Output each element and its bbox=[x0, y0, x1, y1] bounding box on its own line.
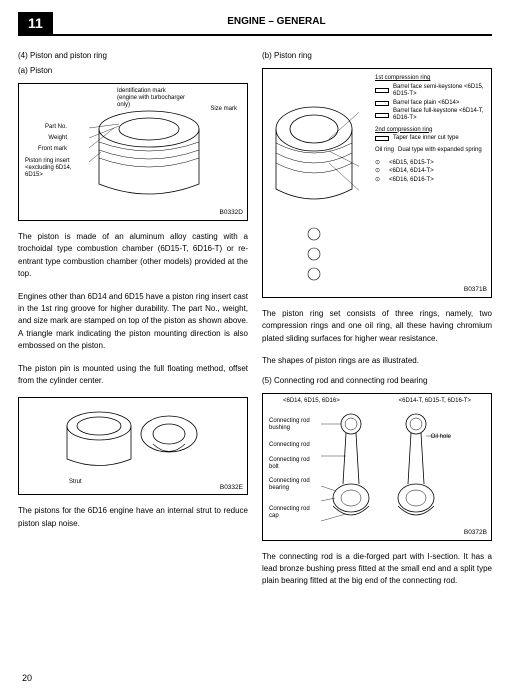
figure-code: B0371B bbox=[464, 286, 487, 294]
ring-label: Dual type with expanded spring bbox=[398, 147, 482, 154]
heading-4: (4) Piston and piston ring bbox=[18, 51, 248, 60]
left-column: (4) Piston and piston ring (a) Piston Id… bbox=[18, 48, 248, 593]
label-partno: Part No. bbox=[25, 124, 67, 131]
ring-icon bbox=[375, 101, 389, 106]
page-number: 20 bbox=[22, 673, 32, 683]
ring-header-2: 2nd compression ring bbox=[375, 127, 485, 134]
figure-code: B0332D bbox=[220, 209, 244, 217]
label-strut: Strut bbox=[69, 479, 82, 486]
figure-piston: Identification mark (engine with turboch… bbox=[18, 83, 248, 221]
heading-5: (5) Connecting rod and connecting rod be… bbox=[262, 376, 492, 385]
ring-row: Barrel face semi-keystone <6D15, 6D15-T> bbox=[375, 84, 485, 98]
label-weight: Weight bbox=[25, 135, 67, 142]
label-bearing: Connecting rod bearing bbox=[269, 478, 319, 492]
ring-label: Barrel face full-keystone <6D14-T, 6D16-… bbox=[393, 108, 485, 122]
chapter-number: 11 bbox=[18, 12, 53, 34]
label-rod: Connecting rod bbox=[269, 442, 319, 449]
para-r1: The piston ring set consists of three ri… bbox=[262, 308, 492, 345]
oil-ring-label: Oil ring bbox=[375, 147, 394, 154]
para-r2: The shapes of piston rings are as illust… bbox=[262, 355, 492, 367]
content-columns: (4) Piston and piston ring (a) Piston Id… bbox=[18, 48, 492, 593]
figure-connecting-rod: <6D14, 6D15, 6D16> <6D14-T, 6D15-T, 6D16… bbox=[262, 393, 492, 541]
label-bushing: Connecting rod bushing bbox=[269, 418, 319, 432]
group-b-label: <6D14-T, 6D15-T, 6D16-T> bbox=[399, 398, 471, 405]
strut-illustration bbox=[59, 404, 209, 484]
heading-b: (b) Piston ring bbox=[262, 51, 492, 60]
ring-label: Barrel face plain <6D14> bbox=[393, 100, 459, 107]
figure-code: B0372B bbox=[464, 529, 487, 537]
figure-piston-ring: 1st compression ring Barrel face semi-ke… bbox=[262, 68, 492, 298]
label-front: Front mark bbox=[25, 146, 67, 153]
piston-ring-illustration bbox=[269, 79, 359, 289]
model-label: <6D14, 6D14-T> bbox=[389, 168, 434, 175]
ring-header-1: 1st compression ring bbox=[375, 75, 485, 82]
label-insert: Piston ring insert <excluding 6D14, 6D15… bbox=[25, 158, 89, 180]
figure-strut: Strut B0332E bbox=[18, 397, 248, 495]
piston-illustration bbox=[89, 104, 209, 214]
ring-row: Taper face inner cut type bbox=[375, 135, 485, 142]
para-1: The piston is made of an aluminum alloy … bbox=[18, 231, 248, 281]
group-a-label: <6D14, 6D15, 6D16> bbox=[283, 398, 340, 405]
ring-icon bbox=[375, 113, 389, 118]
model-row: ⊙<6D16, 6D16-T> bbox=[375, 177, 485, 184]
label-size: Size mark bbox=[210, 106, 237, 113]
label-bolt: Connecting rod bolt bbox=[269, 457, 319, 471]
heading-a: (a) Piston bbox=[18, 66, 248, 75]
ring-row: Barrel face plain <6D14> bbox=[375, 100, 485, 107]
model-label: <6D15, 6D15-T> bbox=[389, 160, 434, 167]
model-label: <6D16, 6D16-T> bbox=[389, 177, 434, 184]
right-column: (b) Piston ring 1st compression ring Bar… bbox=[262, 48, 492, 593]
label-cap: Connecting rod cap bbox=[269, 506, 319, 520]
para-3: The piston pin is mounted using the full… bbox=[18, 363, 248, 388]
model-row: ⊙<6D14, 6D14-T> bbox=[375, 168, 485, 175]
ring-icon bbox=[375, 136, 389, 141]
ring-row: Barrel face full-keystone <6D14-T, 6D16-… bbox=[375, 108, 485, 122]
ring-label: Taper face inner cut type bbox=[393, 135, 459, 142]
model-row: ⊙<6D15, 6D15-T> bbox=[375, 160, 485, 167]
para-2: Engines other than 6D14 and 6D15 have a … bbox=[18, 291, 248, 353]
connecting-rod-illustration bbox=[321, 406, 451, 536]
ring-icon bbox=[375, 88, 389, 93]
page-title: ENGINE – GENERAL bbox=[61, 16, 492, 30]
page-header: 11 ENGINE – GENERAL bbox=[18, 12, 492, 36]
figure-code: B0332E bbox=[220, 484, 243, 492]
para-4: The pistons for the 6D16 engine have an … bbox=[18, 505, 248, 530]
para-r3: The connecting rod is a die-forged part … bbox=[262, 551, 492, 588]
ring-label: Barrel face semi-keystone <6D15, 6D15-T> bbox=[393, 84, 485, 98]
